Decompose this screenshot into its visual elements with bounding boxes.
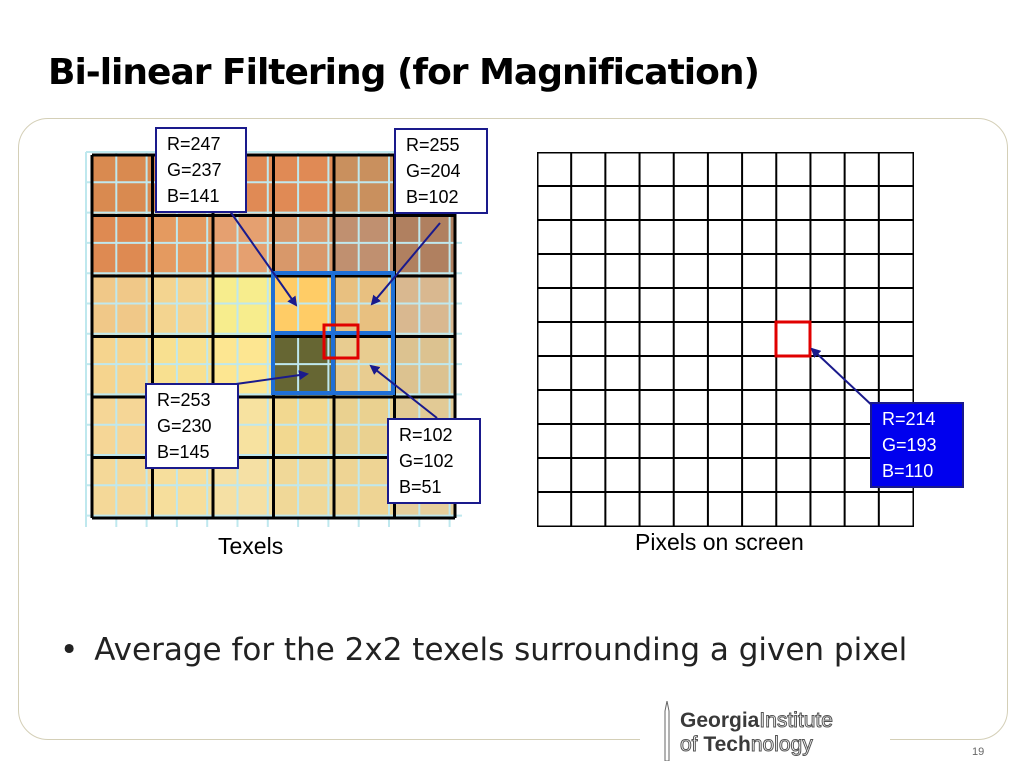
logo-georgia: Georgia	[680, 709, 760, 732]
content-frame	[18, 118, 1008, 740]
callout-bottom-right-g: G=102	[399, 451, 454, 471]
pixel-grid	[537, 152, 914, 527]
texels-label: Texels	[218, 533, 284, 559]
callout-result-r: R=214	[882, 409, 936, 429]
slide-title: Bi-linear Filtering (for Magnification)	[48, 52, 760, 93]
callout-top-left-r: R=247	[167, 134, 221, 154]
bullet-dot: •	[60, 632, 79, 668]
logo-tech: Tech	[703, 733, 751, 756]
callout-bottom-left: R=253 G=230 B=145	[145, 383, 239, 469]
callout-top-left: R=247 G=237 B=141	[155, 127, 247, 213]
callout-bottom-right-r: R=102	[399, 425, 453, 445]
target-pixel-marker	[774, 320, 812, 358]
callout-bottom-left-r: R=253	[157, 390, 211, 410]
callout-bottom-left-b: B=145	[157, 442, 210, 462]
callout-bottom-left-g: G=230	[157, 416, 212, 436]
callout-result: R=214 G=193 B=110	[870, 402, 964, 488]
logo-nology: nology	[750, 733, 813, 757]
bullet-item: • Average for the 2x2 texels surrounding …	[60, 632, 907, 668]
callout-result-g: G=193	[882, 435, 937, 455]
callout-top-right-g: G=204	[406, 161, 461, 181]
pixel-grid-border	[537, 152, 914, 527]
callout-bottom-right: R=102 G=102 B=51	[387, 418, 481, 504]
pixels-label: Pixels on screen	[635, 529, 804, 555]
callout-result-b: B=110	[882, 461, 934, 481]
callout-top-right: R=255 G=204 B=102	[394, 128, 488, 214]
callout-top-left-g: G=237	[167, 160, 222, 180]
callout-bottom-right-b: B=51	[399, 477, 442, 497]
tower-icon	[664, 701, 670, 761]
logo-institute: Institute	[759, 709, 834, 733]
callout-top-left-b: B=141	[167, 186, 220, 206]
callout-top-right-b: B=102	[406, 187, 459, 207]
logo-line-2: of Technology	[679, 733, 813, 757]
page-number: 19	[972, 746, 985, 758]
georgia-tech-logo: GeorgiaInstitute of Technology	[640, 695, 890, 765]
logo-line-1: GeorgiaInstitute	[680, 709, 833, 733]
logo-of: of	[679, 733, 704, 757]
callout-top-right-r: R=255	[406, 135, 460, 155]
bullet-text: Average for the 2x2 texels surrounding a…	[94, 632, 908, 668]
